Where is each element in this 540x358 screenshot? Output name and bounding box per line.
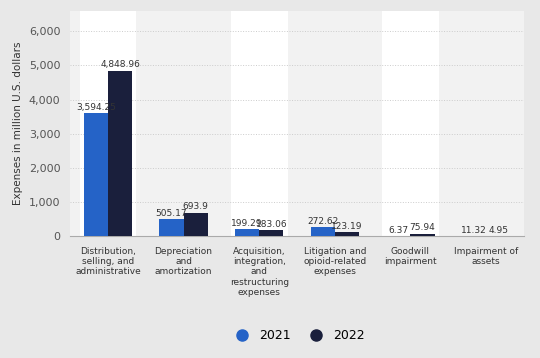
Text: 183.06: 183.06 [255,220,287,229]
Bar [335,232,359,236]
Bar [307,11,363,236]
Text: 6.37: 6.37 [388,226,408,235]
Text: 505.17: 505.17 [156,209,187,218]
Text: 11.32: 11.32 [461,226,487,234]
Text: 75.94: 75.94 [410,223,435,232]
Legend: 2021, 2022: 2021, 2022 [224,324,370,347]
Bar [108,71,132,236]
Bar [235,229,259,236]
Bar [184,213,208,236]
Bar [231,11,288,236]
Bar [259,230,284,236]
Bar [310,227,335,236]
Bar [458,11,515,236]
Bar [159,219,184,236]
Text: 3,594.25: 3,594.25 [76,103,116,112]
Y-axis label: Expenses in million U.S. dollars: Expenses in million U.S. dollars [14,42,23,205]
Text: 4.95: 4.95 [488,226,508,235]
Text: 272.62: 272.62 [307,217,339,226]
Bar [382,11,438,236]
Bar [156,11,212,236]
Text: 693.9: 693.9 [183,202,208,211]
Bar [410,234,435,236]
Text: 199.29: 199.29 [231,219,263,228]
Text: 4,848.96: 4,848.96 [100,60,140,69]
Bar [84,113,108,236]
Text: 123.19: 123.19 [331,222,363,231]
Bar [80,11,136,236]
